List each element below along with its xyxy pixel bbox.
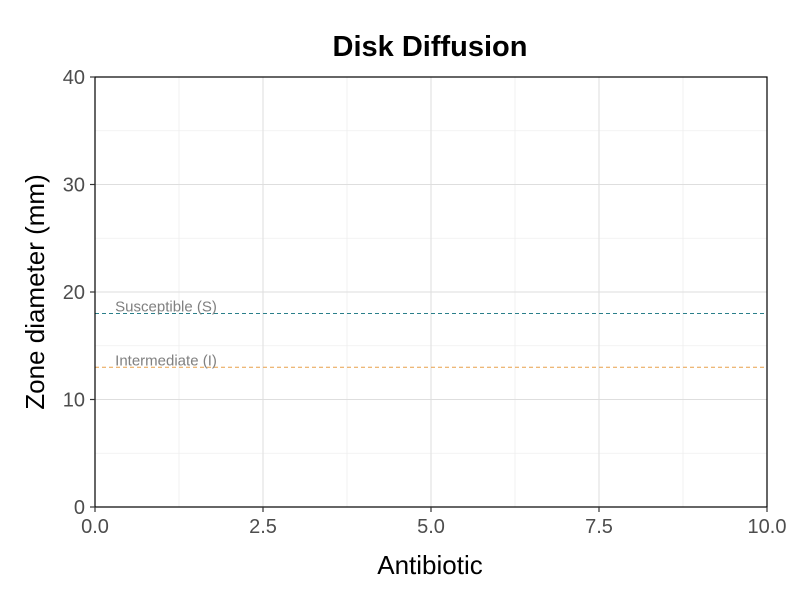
x-axis-label: Antibiotic — [377, 550, 483, 580]
y-tick-label-0: 0 — [74, 497, 85, 519]
x-tick-label-3: 7.5 — [585, 516, 613, 538]
y-tick-label-3: 30 — [63, 175, 85, 197]
y-axis-label: Zone diameter (mm) — [20, 174, 50, 410]
grid-major — [94, 76, 768, 508]
chart-title: Disk Diffusion — [333, 31, 528, 63]
reference-line-label-0: Susceptible (S) — [115, 299, 217, 316]
x-axis-ticks: 0.0 2.5 5.0 7.5 10.0 — [81, 507, 786, 538]
x-tick-label-0: 0.0 — [81, 516, 109, 538]
y-tick-label-4: 40 — [63, 67, 85, 89]
y-tick-label-1: 10 — [63, 390, 85, 412]
x-tick-label-2: 5.0 — [417, 516, 445, 538]
x-tick-label-1: 2.5 — [249, 516, 277, 538]
y-tick-label-2: 20 — [63, 282, 85, 304]
x-tick-label-4: 10.0 — [748, 516, 787, 538]
reference-lines: Susceptible (S) Intermediate (I) — [95, 299, 767, 369]
reference-line-label-1: Intermediate (I) — [115, 352, 217, 369]
y-axis-ticks: 0 10 20 30 40 — [63, 67, 95, 519]
